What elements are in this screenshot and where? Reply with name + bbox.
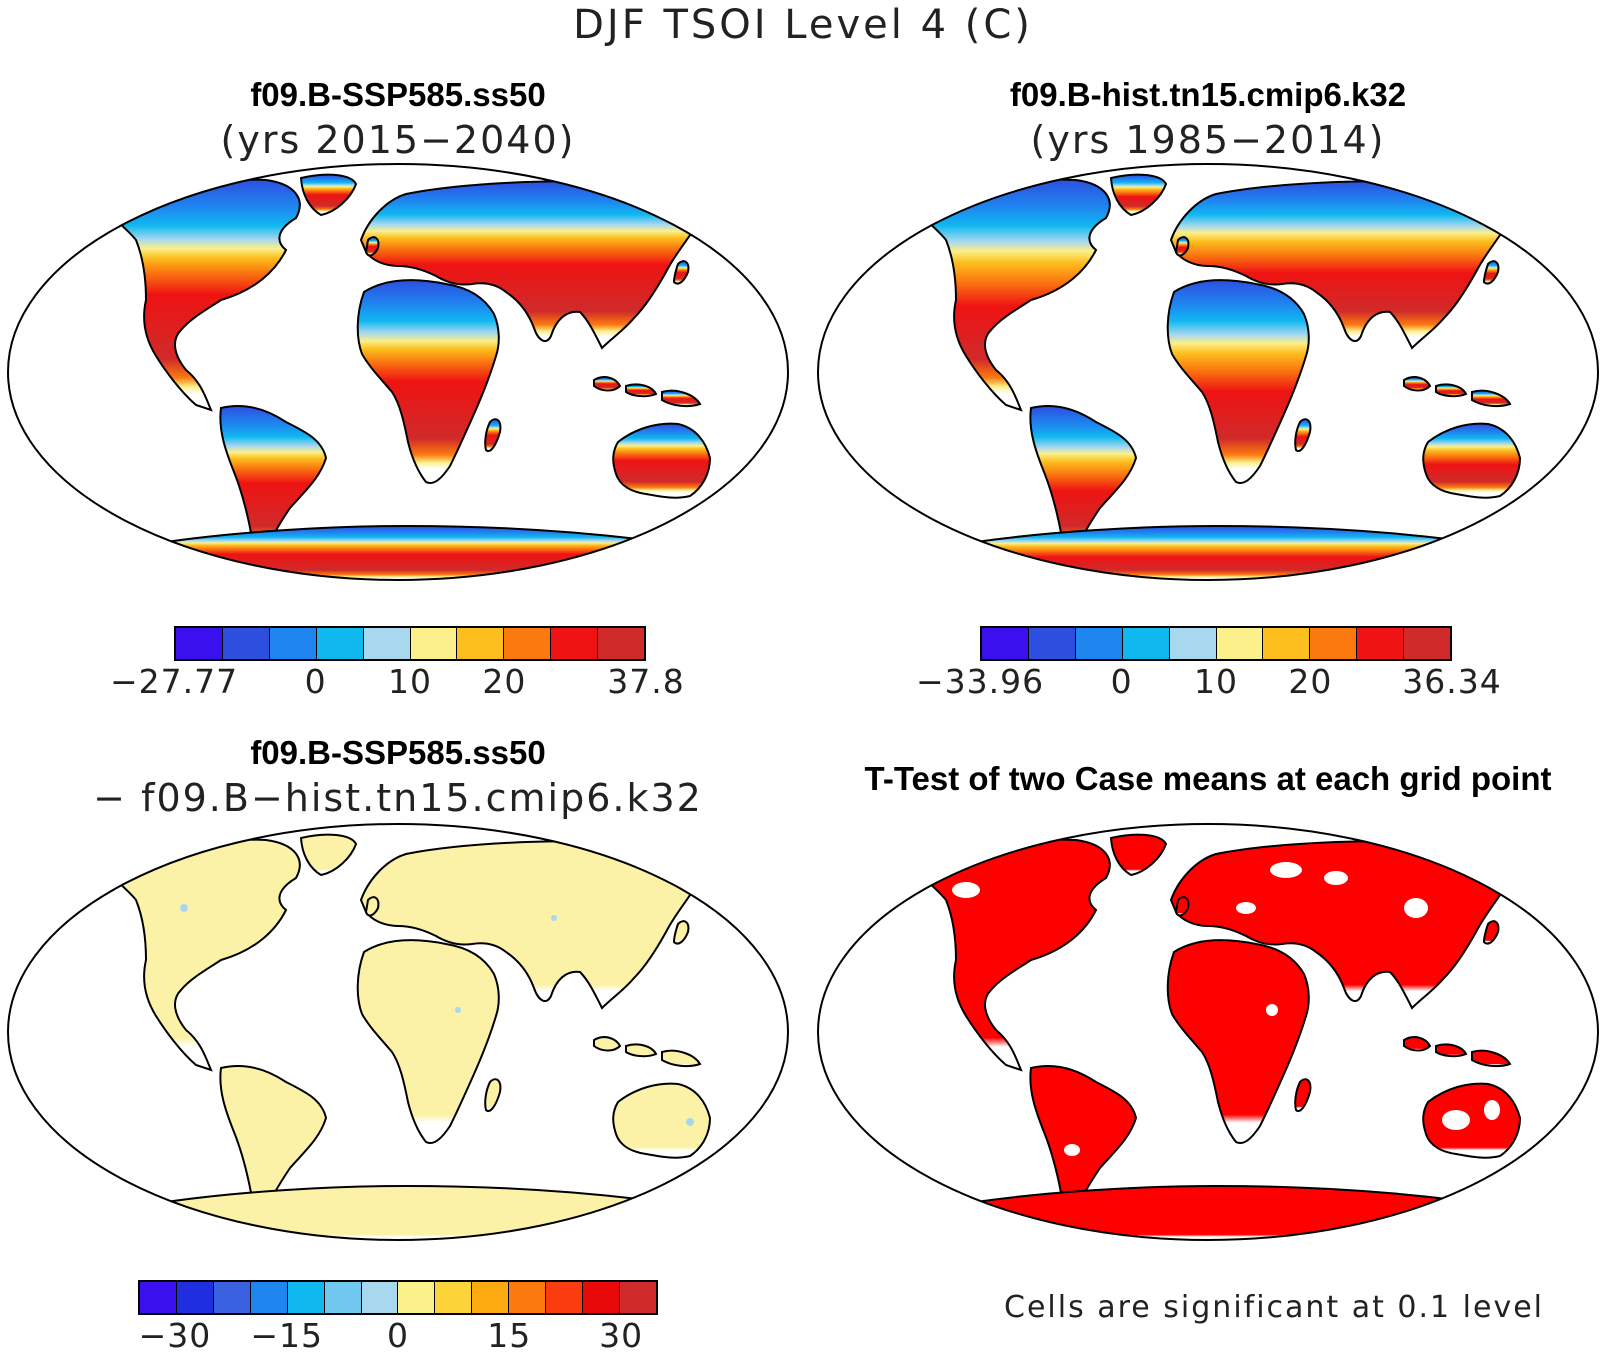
colorbar-swatch [176, 628, 223, 659]
map-panel-1 [6, 160, 790, 584]
world-map-difference [7, 823, 789, 1241]
colorbar-tick-label: 20 [1288, 662, 1333, 701]
colorbar-swatch [1122, 628, 1170, 659]
panel3-difference-label: − f09.B−hist.tn15.cmip6.k32 [93, 776, 703, 820]
colorbar-swatch [583, 1282, 620, 1313]
colorbar-swatch [398, 1282, 436, 1313]
colorbar-swatch [316, 628, 364, 659]
colorbar-tick-label: 10 [388, 662, 432, 701]
panel3-case-name: f09.B-SSP585.ss50 [250, 734, 546, 771]
colorbar-swatch [363, 628, 411, 659]
colorbar-swatch [1310, 628, 1358, 659]
figure-title: DJF TSOI Level 4 (C) [573, 2, 1033, 48]
colorbar-panel-2 [980, 626, 1452, 661]
colorbar-tick-label: −27.77 [109, 662, 239, 701]
colorbar-swatch [546, 1282, 584, 1313]
colorbar-swatch [1357, 628, 1405, 659]
colorbar-tick-label: 0 [1110, 662, 1133, 701]
panel2-years: (yrs 1985−2014) [1030, 118, 1386, 162]
world-map-ssp585 [7, 163, 789, 581]
colorbar-swatch [509, 1282, 547, 1313]
colorbar-swatch [1216, 628, 1264, 659]
colorbar-swatch [472, 1282, 510, 1313]
colorbar-tick-label: 0 [304, 662, 327, 701]
colorbar-swatch [213, 1282, 251, 1313]
colorbar-swatch [1028, 628, 1076, 659]
panel1-case-name: f09.B-SSP585.ss50 [250, 76, 546, 113]
colorbar-swatch [457, 628, 505, 659]
colorbar-swatch [410, 628, 458, 659]
colorbar-swatch [435, 1282, 473, 1313]
colorbar-swatch [250, 1282, 288, 1313]
panel1-years: (yrs 2015−2040) [220, 118, 576, 162]
colorbar-tick-label: 0 [387, 1316, 409, 1355]
significance-note: Cells are significant at 0.1 level [1004, 1290, 1545, 1325]
world-map-ttest [817, 823, 1599, 1241]
map-panel-2 [816, 160, 1600, 584]
colorbar-swatch [1263, 628, 1311, 659]
colorbar-tick-label: 10 [1194, 662, 1238, 701]
colorbar-swatch [619, 1282, 656, 1313]
colorbar-swatch [1169, 628, 1217, 659]
map-panel-4 [816, 820, 1600, 1244]
colorbar-swatch [1404, 628, 1451, 659]
colorbar-swatch [176, 1282, 214, 1313]
colorbar-swatch [551, 628, 599, 659]
colorbar-swatch [598, 628, 645, 659]
panel4-ttest-title: T-Test of two Case means at each grid po… [864, 760, 1552, 797]
colorbar-tick-label: −15 [250, 1316, 324, 1355]
colorbar-swatch [222, 628, 270, 659]
colorbar-tick-label: −30 [138, 1316, 212, 1355]
colorbar-tick-label: 36.34 [1402, 662, 1502, 701]
colorbar-swatch [504, 628, 552, 659]
colorbar-panel-3 [138, 1280, 658, 1315]
colorbar-swatch [361, 1282, 399, 1313]
colorbar-swatch [324, 1282, 362, 1313]
colorbar-swatch [287, 1282, 325, 1313]
colorbar-swatch [269, 628, 317, 659]
colorbar-panel-1 [174, 626, 646, 661]
map-panel-3 [6, 820, 790, 1244]
colorbar-tick-label: −33.96 [915, 662, 1045, 701]
colorbar-swatch [140, 1282, 177, 1313]
colorbar-tick-label: 15 [487, 1316, 532, 1355]
colorbar-tick-label: 20 [482, 662, 527, 701]
colorbar-swatch [1075, 628, 1123, 659]
colorbar-tick-label: 37.8 [607, 662, 685, 701]
colorbar-swatch [982, 628, 1029, 659]
colorbar-tick-label: 30 [599, 1316, 644, 1355]
world-map-hist [817, 163, 1599, 581]
panel2-case-name: f09.B-hist.tn15.cmip6.k32 [1009, 76, 1407, 113]
